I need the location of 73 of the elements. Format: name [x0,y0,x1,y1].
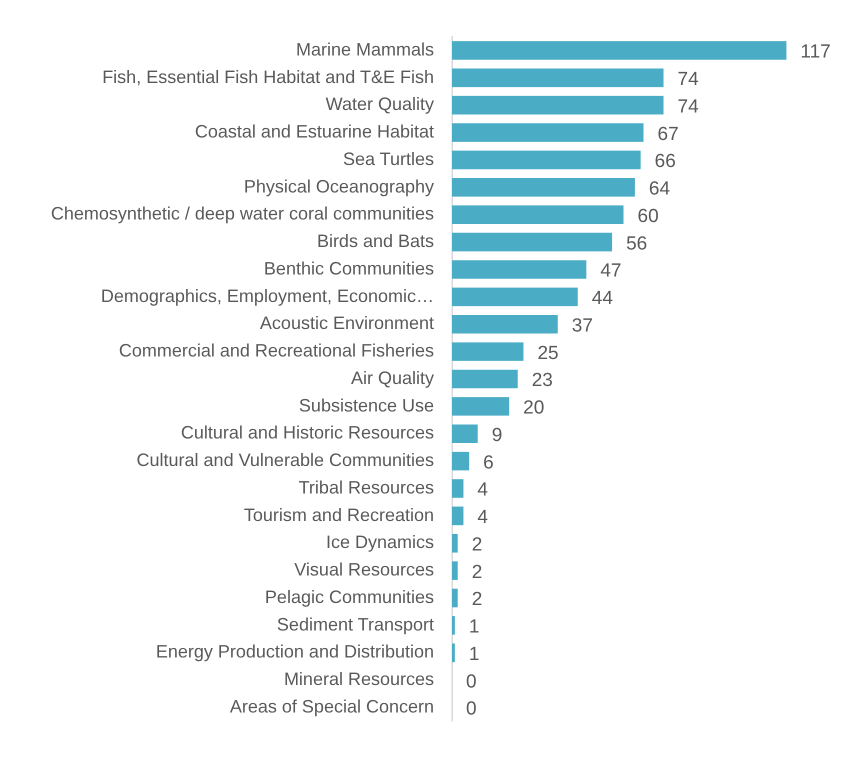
data-label: 2 [472,534,482,556]
y-tick-label: Physical Oceanography [244,176,434,196]
data-label: 44 [592,288,614,310]
bar [452,288,578,306]
data-label: 74 [678,96,700,118]
bar [452,150,641,170]
data-label: 47 [600,260,622,282]
y-tick-label: Mineral Resources [284,669,434,690]
bar [452,41,786,60]
y-tick-label: Ice Dynamics [326,532,434,552]
bar [452,561,458,580]
bar [452,506,464,526]
y-tick-label: Tourism and Recreation [244,504,434,525]
y-tick-label: Pelagic Communities [264,586,434,607]
y-tick-label: Acoustic Environment [260,313,434,334]
y-tick-label: Demographics, Employment, Economic… [100,286,434,306]
data-label: 1 [468,616,480,638]
bar [452,643,455,662]
bar [452,260,586,279]
y-tick-label: Water Quality [326,94,434,114]
bar [452,588,458,608]
bar [452,178,635,197]
y-tick-label: Coastal and Estuarine Habitat [194,122,434,142]
bar [452,68,664,88]
bar [452,452,470,470]
data-label: 74 [678,69,700,90]
bar [452,342,524,361]
bar [452,397,510,416]
y-tick-label: Areas of Special Concern [230,696,434,716]
data-label: 9 [492,424,502,446]
y-tick-label: Subsistence Use [298,395,434,416]
y-tick-label: Air Quality [350,368,434,388]
y-tick-label: Sediment Transport [276,614,434,634]
bar [452,370,518,388]
y-tick-label: Commercial and Recreational Fisheries [118,340,434,361]
bar [452,205,624,224]
bar [452,123,644,142]
data-label: 0 [466,671,477,692]
data-label: 2 [472,562,482,583]
data-label: 23 [532,370,553,392]
data-label: 60 [638,206,659,227]
data-label: 0 [466,698,477,720]
bar [452,314,558,334]
y-tick-label: Cultural and Historic Resources [180,422,434,443]
y-tick-label: Visual Resources [294,560,434,580]
data-label: 2 [472,589,482,610]
y-tick-label: Birds and Bats [316,231,434,252]
data-label: 25 [537,342,559,364]
y-tick-label: Sea Turtles [342,148,434,169]
y-tick-label: Marine Mammals [296,39,434,60]
y-tick-label: Energy Production and Distribution [156,642,434,662]
bar [452,534,458,553]
data-label: 37 [572,315,593,336]
data-label: 117 [800,42,831,63]
bar [452,232,612,252]
y-tick-label: Fish, Essential Fish Habitat and T&E Fish [102,66,434,87]
y-tick-label: Benthic Communities [264,258,434,278]
data-label: 1 [468,644,480,665]
bar [452,424,478,444]
y-tick-label: Cultural and Vulnerable Communities [136,450,434,470]
data-label: 20 [523,398,544,419]
data-label: 6 [483,452,494,474]
data-label: 4 [477,480,488,501]
bar [452,96,664,115]
data-label: 67 [658,124,679,145]
bar [452,479,464,498]
data-label: 64 [648,178,670,200]
data-label: 66 [654,151,676,172]
data-label: 4 [477,507,488,528]
y-tick-label: Chemosynthetic / deep water coral communities [50,204,434,224]
y-tick-label: Tribal Resources [298,477,434,498]
bar [452,616,455,635]
data-label: 56 [626,233,648,254]
